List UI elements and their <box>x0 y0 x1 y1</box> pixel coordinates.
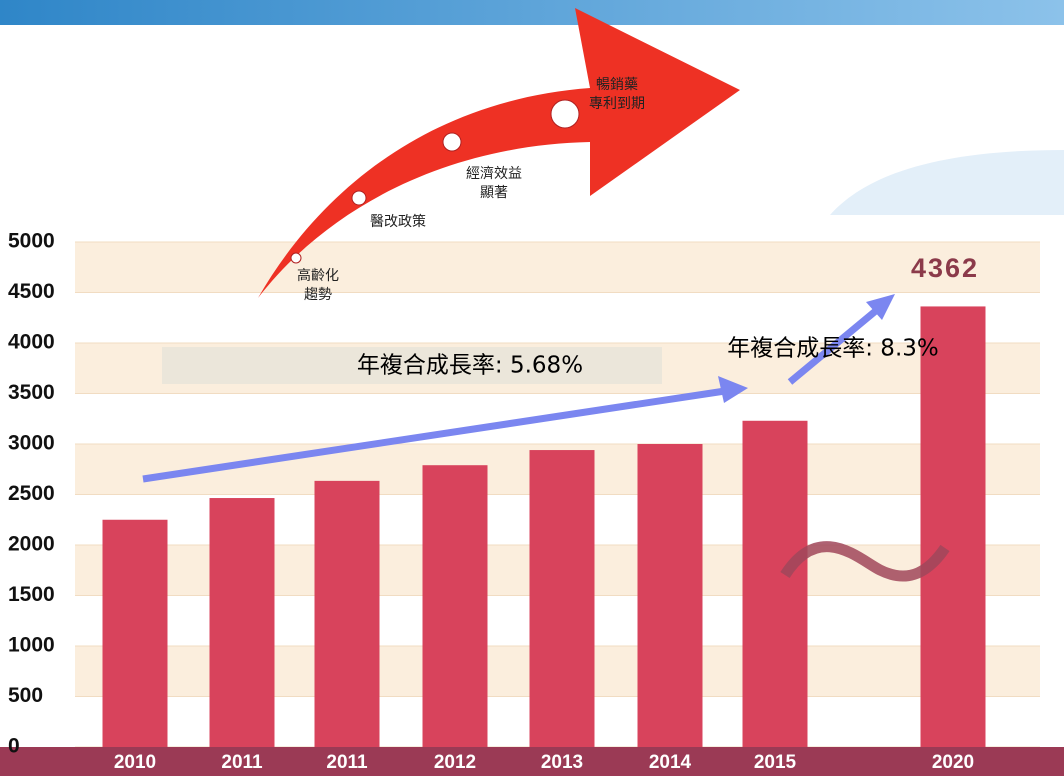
bar <box>103 520 168 747</box>
milestone-label: 趨勢 <box>304 287 332 303</box>
milestone-label: 醫改政策 <box>370 213 426 230</box>
x-tick-label: 2015 <box>754 752 797 773</box>
y-tick-label: 5000 <box>8 230 55 253</box>
y-tick-label: 2500 <box>8 482 55 505</box>
x-tick-label: 2020 <box>932 752 974 773</box>
milestone-label: 暢銷藥 <box>596 76 638 93</box>
y-tick-label: 3500 <box>8 381 55 404</box>
bar <box>210 498 275 747</box>
bar <box>921 306 986 747</box>
milestone-dot <box>551 100 579 128</box>
x-tick-label: 2010 <box>114 752 156 773</box>
milestone-label: 顯著 <box>480 185 508 201</box>
bar <box>315 481 380 747</box>
y-tick-label: 2000 <box>8 533 55 556</box>
growth-label: 年複合成長率: 5.68% <box>357 353 583 379</box>
x-tick-label: 2013 <box>541 752 583 773</box>
milestone-label: 專利到期 <box>589 96 645 112</box>
y-tick-label: 1000 <box>8 634 55 657</box>
bar <box>743 421 808 747</box>
y-tick-label: 4000 <box>8 331 55 354</box>
x-tick-label: 2014 <box>649 752 692 773</box>
background-shape <box>830 150 1064 215</box>
milestone-dot <box>443 133 461 151</box>
bar <box>530 450 595 747</box>
growth-label: 年複合成長率: 8.3% <box>727 336 939 362</box>
bar <box>638 444 703 747</box>
header-band <box>0 0 1064 25</box>
milestone-label: 高齡化 <box>297 267 339 284</box>
chart: 年複合成長率: 5.68% 年複合成長率: 8.3% 0 500 1000 1500 2… <box>0 0 1064 776</box>
x-axis-band <box>0 747 1064 776</box>
x-tick-label: 2011 <box>221 752 263 773</box>
milestone-dot <box>291 253 301 263</box>
y-tick-label: 3000 <box>8 432 55 455</box>
x-tick-label: 2012 <box>434 752 476 773</box>
grid-band <box>75 242 1040 293</box>
x-tick-label: 2011 <box>326 752 368 773</box>
data-label: 4362 <box>911 253 979 283</box>
milestone-label: 經濟效益 <box>466 166 522 182</box>
y-tick-label: 0 <box>8 735 20 758</box>
y-tick-label: 500 <box>8 684 43 707</box>
y-tick-label: 4500 <box>8 280 55 303</box>
milestone-dot <box>352 191 366 205</box>
y-tick-label: 1500 <box>8 583 55 606</box>
bar <box>423 465 488 747</box>
